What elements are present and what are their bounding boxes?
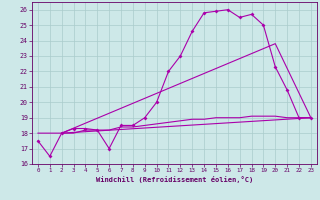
X-axis label: Windchill (Refroidissement éolien,°C): Windchill (Refroidissement éolien,°C) <box>96 176 253 183</box>
